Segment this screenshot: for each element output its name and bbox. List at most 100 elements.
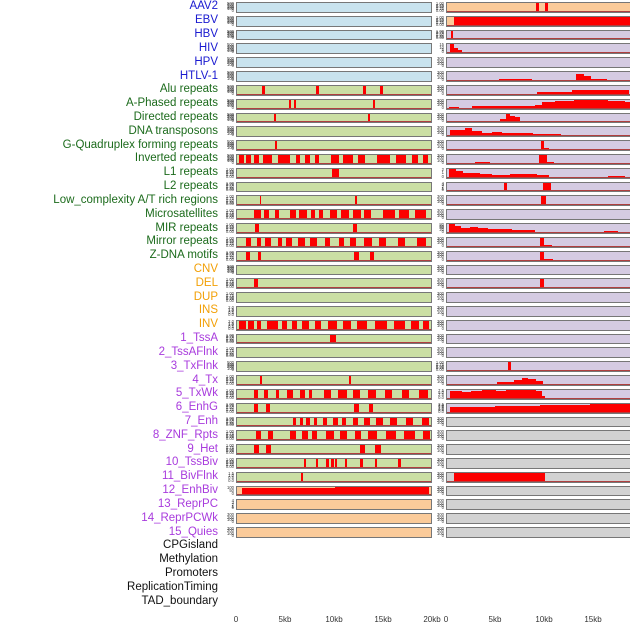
y-tick-label: 0.50 <box>225 211 234 217</box>
track-bar <box>335 486 430 496</box>
track-right-dup[interactable] <box>446 292 630 303</box>
track-right-1-tssa[interactable] <box>446 333 630 345</box>
track-bar <box>540 251 544 261</box>
track-left-inv[interactable] <box>236 319 432 331</box>
track-right-l1-repeats[interactable] <box>446 167 630 179</box>
track-right-ins[interactable] <box>446 306 630 317</box>
track-left-microsatellites[interactable] <box>236 209 432 221</box>
track-right-del[interactable] <box>446 278 630 290</box>
y-tick-label: 200 <box>437 99 444 105</box>
track-right-4-tx[interactable] <box>446 375 630 386</box>
track-label-15-quies: 15_Quies <box>168 525 218 538</box>
track-left-l1-repeats[interactable] <box>236 167 432 179</box>
track-left-8-znf-rpts[interactable] <box>236 430 432 442</box>
track-bar <box>314 417 318 427</box>
track-right-3-txflnk[interactable] <box>446 361 630 373</box>
track-left-9-het[interactable] <box>236 444 432 455</box>
track-right-z-dna-motifs[interactable] <box>446 250 630 262</box>
track-right-hiv[interactable] <box>446 43 630 55</box>
track-left-14-reprpcwk[interactable] <box>236 513 432 525</box>
track-right-9-het[interactable] <box>446 444 630 455</box>
track-left-hiv[interactable] <box>236 43 432 55</box>
track-plot-area <box>447 321 630 330</box>
track-left-inverted-repeats[interactable] <box>236 154 432 165</box>
track-left-l2-repeats[interactable] <box>236 181 432 193</box>
track-right-11-bivflnk[interactable] <box>446 471 630 483</box>
track-bar <box>464 127 473 137</box>
track-right-ebv[interactable] <box>446 15 630 27</box>
track-right-13-reprpc[interactable] <box>446 499 630 511</box>
y-tick-label: 200 <box>437 196 444 202</box>
track-right-mir-repeats[interactable] <box>446 223 630 234</box>
y-tick-label: 0 <box>441 145 444 151</box>
track-left-3-txflnk[interactable] <box>236 361 432 373</box>
track-left-11-bivflnk[interactable] <box>236 471 432 483</box>
track-left-g-quadruplex-forming-repeats[interactable] <box>236 140 432 151</box>
track-right-low-complexity-a-t-rich-regions[interactable] <box>446 195 630 207</box>
track-left-12-enhbiv[interactable] <box>236 485 432 497</box>
y-axis-ticks: 300 200 100 0 <box>432 126 445 137</box>
track-right-7-enh[interactable] <box>446 416 630 428</box>
track-bar <box>331 459 335 468</box>
track-left-low-complexity-a-t-rich-regions[interactable] <box>236 195 432 207</box>
track-right-cnv[interactable] <box>446 264 630 276</box>
track-left-5-txwk[interactable] <box>236 388 432 400</box>
track-left-6-enhg[interactable] <box>236 402 432 414</box>
track-left-dna-transposons[interactable] <box>236 126 432 138</box>
track-left-directed-repeats[interactable] <box>236 112 432 124</box>
y-axis-ticks: 300 200 100 0 <box>432 319 445 331</box>
track-left-htlv-1[interactable] <box>236 71 432 82</box>
y-tick-label: 400 <box>227 2 234 8</box>
track-right-5-txwk[interactable] <box>446 388 630 400</box>
track-right-mirror-repeats[interactable] <box>446 236 630 248</box>
track-left-15-quies[interactable] <box>236 527 432 538</box>
track-left-13-reprpc[interactable] <box>236 499 432 511</box>
track-right-a-phased-repeats[interactable] <box>446 98 630 110</box>
y-tick-label: 1.00 <box>225 291 234 297</box>
y-tick-label: 500 <box>227 153 234 158</box>
track-left-aav2[interactable] <box>236 2 432 13</box>
track-right-htlv-1[interactable] <box>446 71 630 82</box>
track-right-8-znf-rpts[interactable] <box>446 430 630 442</box>
track-right-10-tssbiv[interactable] <box>446 458 630 469</box>
track-right-directed-repeats[interactable] <box>446 112 630 124</box>
track-plot-area <box>447 251 630 261</box>
track-right-12-enhbiv[interactable] <box>446 485 630 497</box>
track-right-l2-repeats[interactable] <box>446 181 630 193</box>
track-left-del[interactable] <box>236 278 432 290</box>
track-left-mirror-repeats[interactable] <box>236 236 432 248</box>
track-left-cnv[interactable] <box>236 264 432 276</box>
track-right-dna-transposons[interactable] <box>446 126 630 138</box>
track-right-alu-repeats[interactable] <box>446 84 630 96</box>
track-left-hbv[interactable] <box>236 29 432 41</box>
track-right-6-enhg[interactable] <box>446 402 630 414</box>
track-left-4-tx[interactable] <box>236 375 432 386</box>
track-left-7-enh[interactable] <box>236 416 432 428</box>
track-bar <box>291 320 297 330</box>
track-right-inv[interactable] <box>446 319 630 331</box>
track-right-2-tssaflnk[interactable] <box>446 347 630 359</box>
track-right-aav2[interactable] <box>446 2 630 13</box>
track-right-14-reprpcwk[interactable] <box>446 513 630 525</box>
y-tick-label: 100 <box>437 475 444 481</box>
track-left-ebv[interactable] <box>236 15 432 27</box>
track-left-dup[interactable] <box>236 292 432 303</box>
track-right-hpv[interactable] <box>446 57 630 69</box>
y-tick-label: 0 <box>441 187 444 193</box>
track-right-g-quadruplex-forming-repeats[interactable] <box>446 140 630 151</box>
track-left-a-phased-repeats[interactable] <box>236 98 432 110</box>
y-tick-label: 1 <box>231 503 234 509</box>
track-left-z-dna-motifs[interactable] <box>236 250 432 262</box>
track-left-alu-repeats[interactable] <box>236 84 432 96</box>
track-left-hpv[interactable] <box>236 57 432 69</box>
track-left-2-tssaflnk[interactable] <box>236 347 432 359</box>
track-left-1-tssa[interactable] <box>236 333 432 345</box>
track-bar <box>268 431 274 441</box>
track-right-microsatellites[interactable] <box>446 209 630 221</box>
track-right-hbv[interactable] <box>446 29 630 41</box>
track-left-mir-repeats[interactable] <box>236 223 432 234</box>
track-right-inverted-repeats[interactable] <box>446 154 630 165</box>
track-left-10-tssbiv[interactable] <box>236 458 432 469</box>
track-right-15-quies[interactable] <box>446 527 630 538</box>
track-left-ins[interactable] <box>236 306 432 317</box>
